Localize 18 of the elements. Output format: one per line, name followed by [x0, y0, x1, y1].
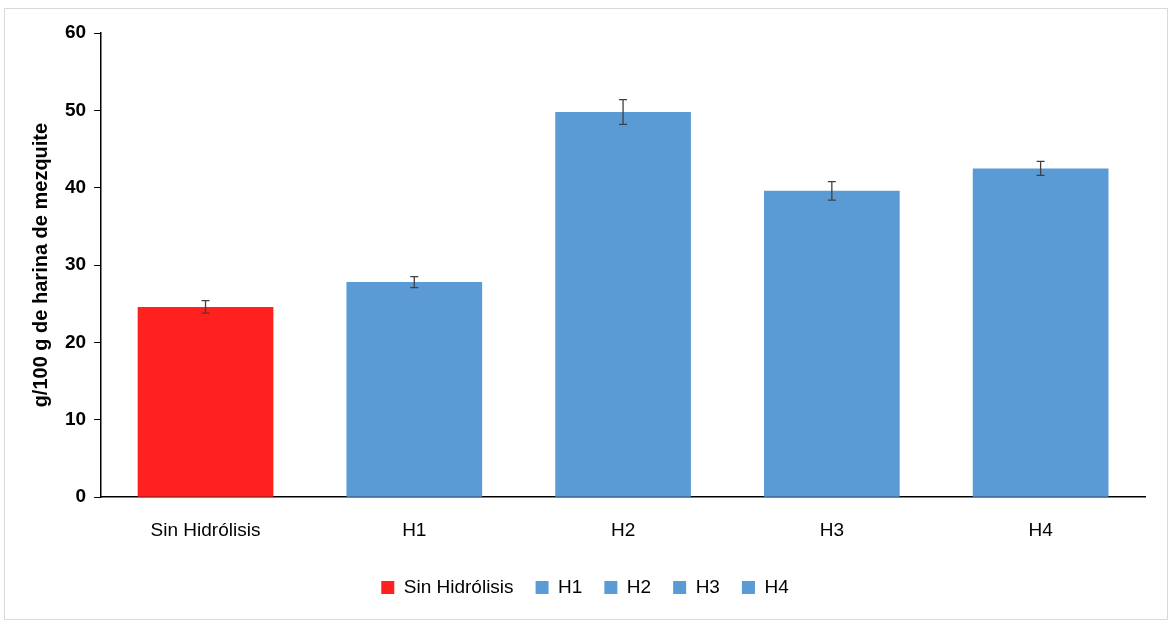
legend-label: H3 [695, 575, 720, 597]
y-tick-label: 0 [75, 485, 87, 507]
x-tick-label: H2 [610, 518, 636, 540]
x-tick-label: H4 [1028, 518, 1054, 540]
x-tick-label: H1 [402, 518, 427, 540]
y-tick-label: 30 [64, 253, 87, 275]
y-axis-title: g/100 g de harina de mezquite [28, 122, 51, 408]
legend-label: H2 [626, 575, 652, 597]
y-tick-label: 60 [64, 21, 87, 43]
y-tick-label: 10 [64, 408, 87, 430]
y-tick-label: 50 [64, 98, 87, 120]
legend-label: Sin Hidrólisis [403, 575, 514, 597]
y-tick-label: 40 [64, 175, 87, 197]
legend-label: H1 [558, 575, 583, 597]
y-tick-label: 20 [64, 330, 87, 352]
x-tick-label: Sin Hidrólisis [150, 518, 261, 540]
x-tick-label: H3 [819, 518, 844, 540]
legend-label: H4 [764, 575, 790, 597]
